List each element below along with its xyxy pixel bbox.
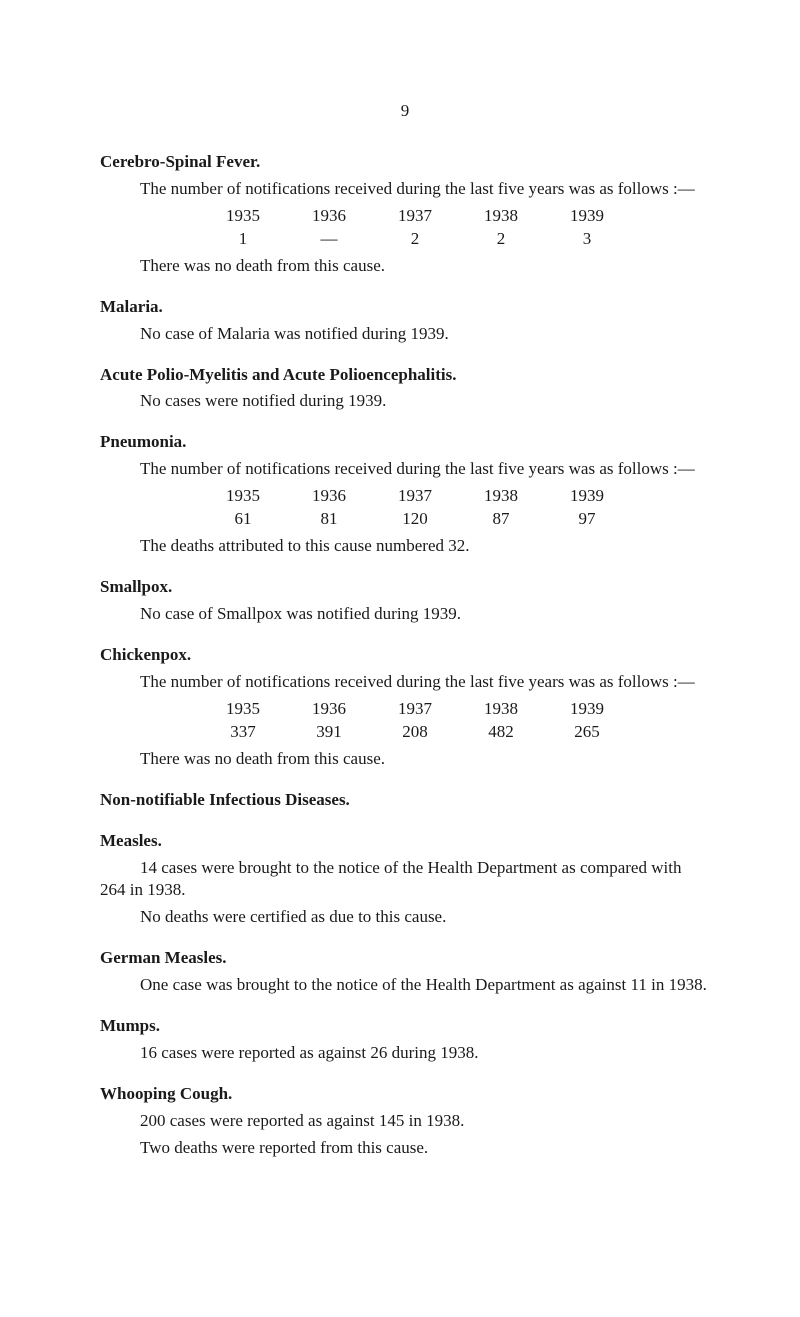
chickenpox-footer: There was no death from this cause. [100,748,710,771]
pneumonia-footer: The deaths attributed to this cause numb… [100,535,710,558]
heading-pneumonia: Pneumonia. [100,431,710,454]
malaria-body: No case of Malaria was notified during 1… [100,323,710,346]
value-cell: 208 [372,721,458,744]
smallpox-body: No case of Smallpox was notified during … [100,603,710,626]
pneumonia-table: 1935 1936 1937 1938 1939 61 81 120 87 97 [200,485,630,531]
csf-footer: There was no death from this cause. [100,255,710,278]
heading-non-notifiable: Non-notifiable Infectious Diseases. [100,789,710,812]
value-cell: 81 [286,508,372,531]
year-cell: 1938 [458,698,544,721]
table-row: 1 — 2 2 3 [200,228,630,251]
heading-measles: Measles. [100,830,710,853]
csf-intro: The number of notifications received dur… [100,178,710,201]
year-cell: 1939 [544,205,630,228]
value-cell: 3 [544,228,630,251]
value-cell: 2 [372,228,458,251]
value-cell: 2 [458,228,544,251]
year-cell: 1937 [372,205,458,228]
year-cell: 1936 [286,485,372,508]
chickenpox-table: 1935 1936 1937 1938 1939 337 391 208 482… [200,698,630,744]
value-cell: 97 [544,508,630,531]
value-cell: 265 [544,721,630,744]
value-cell: — [286,228,372,251]
year-cell: 1937 [372,485,458,508]
heading-malaria: Malaria. [100,296,710,319]
heading-german-measles: German Measles. [100,947,710,970]
whooping-body-1: 200 cases were reported as against 145 i… [100,1110,710,1133]
year-cell: 1936 [286,205,372,228]
table-row: 61 81 120 87 97 [200,508,630,531]
whooping-body-2: Two deaths were reported from this cause… [100,1137,710,1160]
value-cell: 61 [200,508,286,531]
value-cell: 87 [458,508,544,531]
german-measles-body: One case was brought to the notice of th… [100,974,710,997]
heading-smallpox: Smallpox. [100,576,710,599]
heading-mumps: Mumps. [100,1015,710,1038]
table-row: 337 391 208 482 265 [200,721,630,744]
year-cell: 1938 [458,485,544,508]
table-row: 1935 1936 1937 1938 1939 [200,485,630,508]
year-cell: 1936 [286,698,372,721]
value-cell: 391 [286,721,372,744]
pneumonia-intro: The number of notifications received dur… [100,458,710,481]
year-cell: 1938 [458,205,544,228]
year-cell: 1937 [372,698,458,721]
table-row: 1935 1936 1937 1938 1939 [200,205,630,228]
chickenpox-intro: The number of notifications received dur… [100,671,710,694]
measles-body-2: No deaths were certified as due to this … [100,906,710,929]
mumps-body: 16 cases were reported as against 26 dur… [100,1042,710,1065]
document-page: 9 Cerebro-Spinal Fever. The number of no… [0,0,800,1317]
value-cell: 1 [200,228,286,251]
polio-body: No cases were notified during 1939. [100,390,710,413]
table-row: 1935 1936 1937 1938 1939 [200,698,630,721]
year-cell: 1939 [544,698,630,721]
heading-cerebro-spinal-fever: Cerebro-Spinal Fever. [100,151,710,174]
year-cell: 1935 [200,205,286,228]
measles-body-1: 14 cases were brought to the notice of t… [100,857,710,903]
heading-chickenpox: Chickenpox. [100,644,710,667]
year-cell: 1935 [200,485,286,508]
value-cell: 482 [458,721,544,744]
csf-table: 1935 1936 1937 1938 1939 1 — 2 2 3 [200,205,630,251]
page-number: 9 [100,100,710,123]
heading-polio: Acute Polio-Myelitis and Acute Polioence… [100,364,710,387]
value-cell: 337 [200,721,286,744]
year-cell: 1939 [544,485,630,508]
heading-whooping-cough: Whooping Cough. [100,1083,710,1106]
value-cell: 120 [372,508,458,531]
year-cell: 1935 [200,698,286,721]
